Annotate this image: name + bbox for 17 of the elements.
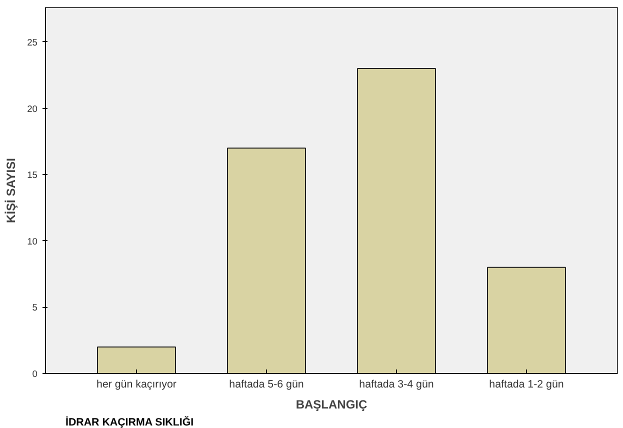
x-axis-title: BAŞLANGIÇ [296, 398, 368, 412]
y-tick-label: 25 [27, 37, 38, 48]
x-tick-label: her gün kaçırıyor [96, 378, 177, 390]
x-tick-label: haftada 5-6 gün [229, 378, 304, 390]
y-tick-label: 5 [32, 302, 38, 313]
y-tick-label: 0 [32, 369, 38, 379]
y-tick-label: 20 [27, 104, 38, 114]
x-tick-label: haftada 1-2 gün [489, 378, 564, 390]
bar [357, 68, 436, 374]
y-axis-title: KİŞİ SAYISI [4, 158, 18, 223]
y-tick-label: 15 [27, 170, 38, 180]
bar [97, 346, 176, 374]
bar [487, 266, 566, 374]
text: İDRAR KAÇIRMA SIKLIĞI [66, 416, 194, 428]
bar [227, 148, 306, 374]
x-tick-label: haftada 3-4 gün [359, 378, 434, 390]
y-tick-label: 10 [27, 236, 38, 246]
